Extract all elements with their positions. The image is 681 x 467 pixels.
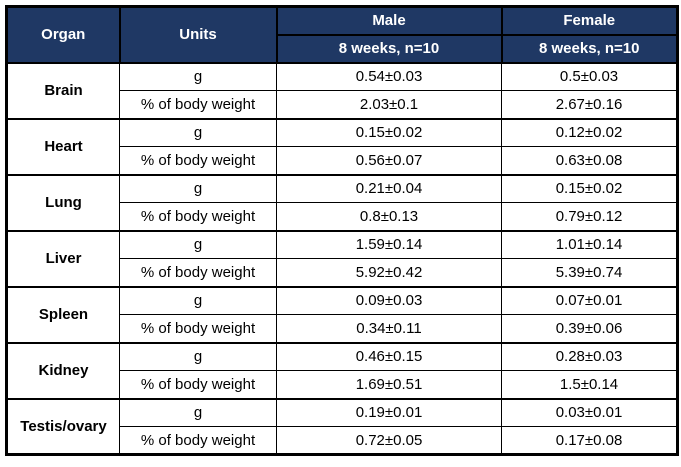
organ-cell-spleen: Spleen bbox=[6, 285, 120, 343]
unit-label-g: g bbox=[119, 61, 277, 91]
value-brain-female-g: 0.5±0.03 bbox=[501, 61, 678, 91]
unit-label-g: g bbox=[119, 173, 277, 203]
table-row: Liver g 1.59±0.14 1.01±0.14 bbox=[6, 229, 678, 287]
table-row: % of body weight 2.03±0.1 2.67±0.16 bbox=[7, 90, 678, 119]
value-testis-ovary-male-pct: 0.72±0.05 bbox=[276, 426, 502, 456]
organ-cell-kidney: Kidney bbox=[6, 341, 120, 399]
value-liver-male-pct: 5.92±0.42 bbox=[276, 258, 502, 287]
table-row: % of body weight 0.56±0.07 0.63±0.08 bbox=[7, 146, 678, 175]
table-row: % of body weight 0.72±0.05 0.17±0.08 bbox=[7, 426, 678, 456]
value-lung-female-pct: 0.79±0.12 bbox=[501, 202, 678, 231]
header-female-subtitle: 8 weeks, n=10 bbox=[500, 33, 679, 64]
value-testis-ovary-female-g: 0.03±0.01 bbox=[501, 397, 678, 427]
organ-cell-heart: Heart bbox=[6, 117, 120, 175]
value-kidney-female-g: 0.28±0.03 bbox=[501, 341, 678, 371]
header-male: Male bbox=[275, 5, 503, 36]
value-spleen-male-pct: 0.34±0.11 bbox=[276, 314, 502, 343]
value-spleen-female-pct: 0.39±0.06 bbox=[501, 314, 678, 343]
value-heart-male-pct: 0.56±0.07 bbox=[276, 146, 502, 175]
header-organ: Organ bbox=[5, 5, 121, 64]
value-kidney-male-pct: 1.69±0.51 bbox=[276, 370, 502, 399]
unit-label-percent: % of body weight bbox=[119, 90, 277, 119]
organ-cell-brain: Brain bbox=[6, 61, 120, 119]
value-lung-female-g: 0.15±0.02 bbox=[501, 173, 678, 203]
value-liver-female-pct: 5.39±0.74 bbox=[501, 258, 678, 287]
organ-cell-lung: Lung bbox=[6, 173, 120, 231]
value-liver-female-g: 1.01±0.14 bbox=[501, 229, 678, 259]
table-body: Brain g 0.54±0.03 0.5±0.03 % of body wei… bbox=[6, 61, 678, 456]
value-spleen-male-g: 0.09±0.03 bbox=[276, 285, 502, 315]
value-testis-ovary-male-g: 0.19±0.01 bbox=[276, 397, 502, 427]
table-row: % of body weight 1.69±0.51 1.5±0.14 bbox=[7, 370, 678, 399]
table-row: Lung g 0.21±0.04 0.15±0.02 bbox=[6, 173, 678, 231]
value-testis-ovary-female-pct: 0.17±0.08 bbox=[501, 426, 678, 456]
unit-label-percent: % of body weight bbox=[119, 426, 277, 456]
unit-label-g: g bbox=[119, 341, 277, 371]
table-row: % of body weight 5.92±0.42 5.39±0.74 bbox=[7, 258, 678, 287]
unit-label-percent: % of body weight bbox=[119, 146, 277, 175]
value-brain-female-pct: 2.67±0.16 bbox=[501, 90, 678, 119]
unit-label-g: g bbox=[119, 397, 277, 427]
header-female: Female bbox=[500, 5, 679, 36]
unit-label-percent: % of body weight bbox=[119, 202, 277, 231]
header-male-subtitle: 8 weeks, n=10 bbox=[275, 33, 503, 64]
unit-label-percent: % of body weight bbox=[119, 370, 277, 399]
unit-label-g: g bbox=[119, 285, 277, 315]
value-kidney-female-pct: 1.5±0.14 bbox=[501, 370, 678, 399]
table-row: % of body weight 0.34±0.11 0.39±0.06 bbox=[7, 314, 678, 343]
table-row: Heart g 0.15±0.02 0.12±0.02 bbox=[6, 117, 678, 175]
header-row-1: Organ Units Male Female bbox=[5, 5, 679, 64]
value-lung-male-g: 0.21±0.04 bbox=[276, 173, 502, 203]
value-heart-female-g: 0.12±0.02 bbox=[501, 117, 678, 147]
table-header: Organ Units Male Female 8 weeks, n=10 8 … bbox=[5, 5, 679, 64]
organ-cell-liver: Liver bbox=[6, 229, 120, 287]
unit-label-percent: % of body weight bbox=[119, 314, 277, 343]
value-heart-male-g: 0.15±0.02 bbox=[276, 117, 502, 147]
value-liver-male-g: 1.59±0.14 bbox=[276, 229, 502, 259]
value-spleen-female-g: 0.07±0.01 bbox=[501, 285, 678, 315]
value-kidney-male-g: 0.46±0.15 bbox=[276, 341, 502, 371]
header-row-2: 8 weeks, n=10 8 weeks, n=10 bbox=[7, 33, 679, 64]
table-row: Kidney g 0.46±0.15 0.28±0.03 bbox=[6, 341, 678, 399]
header-units: Units bbox=[118, 5, 278, 64]
unit-label-g: g bbox=[119, 117, 277, 147]
table-row: Spleen g 0.09±0.03 0.07±0.01 bbox=[6, 285, 678, 343]
unit-label-g: g bbox=[119, 229, 277, 259]
organ-weights-table: Organ Units Male Female 8 weeks, n=10 8 … bbox=[5, 5, 679, 456]
value-brain-male-g: 0.54±0.03 bbox=[276, 61, 502, 91]
table-row: % of body weight 0.8±0.13 0.79±0.12 bbox=[7, 202, 678, 231]
organ-cell-testis-ovary: Testis/ovary bbox=[6, 397, 120, 455]
unit-label-percent: % of body weight bbox=[119, 258, 277, 287]
value-heart-female-pct: 0.63±0.08 bbox=[501, 146, 678, 175]
table-row: Testis/ovary g 0.19±0.01 0.03±0.01 bbox=[6, 397, 678, 455]
table-row: Brain g 0.54±0.03 0.5±0.03 bbox=[6, 61, 678, 119]
value-lung-male-pct: 0.8±0.13 bbox=[276, 202, 502, 231]
value-brain-male-pct: 2.03±0.1 bbox=[276, 90, 502, 119]
